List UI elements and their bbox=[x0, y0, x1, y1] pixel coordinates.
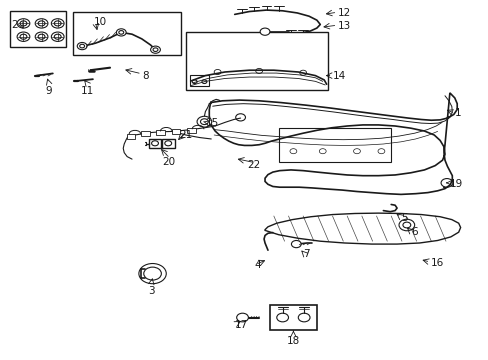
Circle shape bbox=[77, 42, 87, 50]
Text: 19: 19 bbox=[449, 179, 462, 189]
Bar bbox=[171, 129, 180, 134]
Bar bbox=[187, 128, 196, 133]
Polygon shape bbox=[209, 93, 456, 194]
Text: 18: 18 bbox=[286, 336, 300, 346]
Circle shape bbox=[276, 313, 288, 322]
Circle shape bbox=[35, 32, 48, 41]
Text: 21: 21 bbox=[179, 130, 192, 140]
Circle shape bbox=[80, 44, 84, 48]
Circle shape bbox=[54, 21, 61, 26]
Text: 10: 10 bbox=[94, 17, 107, 27]
Text: 15: 15 bbox=[205, 118, 218, 128]
Text: 13: 13 bbox=[337, 21, 350, 31]
Circle shape bbox=[116, 29, 126, 36]
Text: 17: 17 bbox=[234, 320, 247, 330]
Circle shape bbox=[38, 21, 45, 26]
Circle shape bbox=[260, 28, 269, 35]
Text: 3: 3 bbox=[148, 286, 155, 296]
Polygon shape bbox=[264, 213, 460, 244]
Text: 12: 12 bbox=[337, 8, 350, 18]
Text: 14: 14 bbox=[332, 71, 345, 81]
Bar bbox=[185, 32, 327, 90]
Circle shape bbox=[153, 48, 158, 51]
Circle shape bbox=[17, 32, 30, 41]
Text: 20: 20 bbox=[162, 157, 175, 167]
Bar bbox=[162, 139, 174, 148]
Circle shape bbox=[236, 313, 248, 322]
Text: 11: 11 bbox=[80, 86, 94, 96]
Bar bbox=[141, 131, 150, 136]
Circle shape bbox=[54, 34, 61, 39]
Text: 7: 7 bbox=[303, 249, 309, 259]
Circle shape bbox=[20, 34, 27, 39]
Bar bbox=[156, 130, 164, 135]
Bar bbox=[10, 11, 66, 47]
Text: 8: 8 bbox=[142, 71, 148, 81]
Circle shape bbox=[35, 19, 48, 28]
Circle shape bbox=[139, 264, 166, 284]
Text: 16: 16 bbox=[429, 258, 443, 268]
Bar bbox=[278, 128, 390, 162]
Text: 2: 2 bbox=[11, 20, 18, 30]
Circle shape bbox=[20, 21, 27, 26]
Text: 6: 6 bbox=[410, 227, 417, 237]
Circle shape bbox=[150, 46, 160, 53]
Circle shape bbox=[398, 219, 414, 231]
Circle shape bbox=[119, 31, 123, 34]
Circle shape bbox=[298, 313, 309, 322]
Circle shape bbox=[17, 19, 30, 28]
Bar bbox=[126, 134, 135, 139]
Text: 5: 5 bbox=[400, 213, 407, 223]
Text: 9: 9 bbox=[45, 86, 52, 96]
Circle shape bbox=[51, 19, 64, 28]
Circle shape bbox=[291, 240, 301, 248]
Circle shape bbox=[51, 32, 64, 41]
Circle shape bbox=[197, 116, 211, 127]
Text: 22: 22 bbox=[247, 160, 261, 170]
Bar bbox=[189, 75, 209, 86]
Bar bbox=[269, 305, 316, 330]
Circle shape bbox=[38, 34, 45, 39]
Text: 1: 1 bbox=[454, 108, 461, 118]
Text: 4: 4 bbox=[254, 260, 261, 270]
Bar bbox=[73, 12, 181, 55]
Bar bbox=[149, 139, 161, 148]
